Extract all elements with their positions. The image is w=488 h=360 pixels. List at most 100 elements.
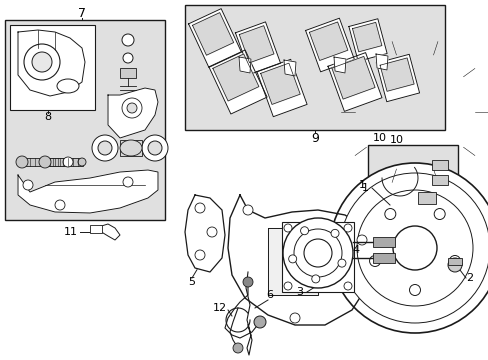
Polygon shape [331, 57, 374, 99]
Bar [5, 20, 164, 220]
Polygon shape [18, 170, 158, 213]
Polygon shape [212, 54, 258, 101]
Circle shape [356, 190, 472, 306]
Circle shape [408, 284, 420, 296]
Circle shape [343, 224, 351, 232]
Circle shape [32, 52, 52, 72]
Circle shape [98, 141, 112, 155]
Polygon shape [184, 195, 224, 272]
Circle shape [369, 256, 380, 266]
Circle shape [283, 218, 352, 288]
Polygon shape [256, 59, 306, 117]
Text: 10: 10 [372, 133, 386, 143]
Text: 2: 2 [466, 273, 472, 283]
Circle shape [253, 316, 265, 328]
Bar [184, 5, 444, 130]
Circle shape [122, 98, 142, 118]
Bar [431, 175, 447, 185]
Text: 4: 4 [351, 245, 358, 255]
Circle shape [195, 250, 204, 260]
Bar [447, 258, 461, 265]
Text: 1: 1 [361, 183, 368, 193]
Ellipse shape [57, 79, 79, 93]
Circle shape [284, 224, 291, 232]
Circle shape [329, 163, 488, 333]
Circle shape [243, 277, 252, 287]
Circle shape [63, 157, 73, 167]
Circle shape [122, 34, 134, 46]
Polygon shape [239, 57, 250, 73]
Circle shape [339, 173, 488, 323]
Circle shape [433, 208, 444, 220]
Polygon shape [208, 50, 266, 114]
Text: 5: 5 [188, 277, 195, 287]
Circle shape [16, 156, 28, 168]
Circle shape [284, 282, 291, 290]
Bar [367, 145, 457, 220]
Circle shape [392, 226, 436, 270]
Circle shape [55, 200, 65, 210]
Bar [282, 222, 353, 292]
Bar [10, 25, 95, 110]
Text: 7: 7 [78, 6, 86, 19]
Circle shape [384, 208, 395, 220]
Bar [22, 158, 64, 166]
Bar [417, 192, 435, 204]
Circle shape [330, 229, 338, 237]
Circle shape [337, 259, 345, 267]
Circle shape [243, 205, 252, 215]
Polygon shape [192, 13, 233, 55]
Text: 1: 1 [358, 180, 365, 190]
Polygon shape [327, 53, 381, 111]
Circle shape [448, 256, 460, 266]
Circle shape [23, 180, 33, 190]
Polygon shape [305, 18, 354, 72]
Polygon shape [333, 57, 346, 73]
Bar [120, 68, 136, 78]
Bar [120, 140, 142, 156]
Circle shape [206, 227, 217, 237]
Circle shape [300, 227, 308, 235]
Polygon shape [239, 26, 273, 63]
Text: 9: 9 [310, 131, 318, 144]
Bar [372, 253, 394, 263]
Circle shape [148, 141, 162, 155]
Polygon shape [235, 22, 280, 74]
Text: 10: 10 [389, 135, 403, 145]
Circle shape [123, 177, 133, 187]
Text: 6: 6 [266, 290, 273, 300]
Text: 3: 3 [296, 287, 303, 297]
Polygon shape [18, 30, 85, 96]
Circle shape [123, 53, 133, 63]
Polygon shape [376, 54, 419, 102]
Circle shape [39, 156, 51, 168]
Circle shape [304, 239, 331, 267]
Polygon shape [309, 22, 347, 60]
Polygon shape [95, 224, 120, 240]
Circle shape [24, 44, 60, 80]
Circle shape [142, 135, 168, 161]
Text: 12: 12 [212, 303, 226, 313]
Bar [372, 237, 394, 247]
Text: 8: 8 [44, 112, 51, 122]
Circle shape [356, 235, 366, 245]
Bar [431, 160, 447, 170]
Polygon shape [379, 58, 413, 91]
Circle shape [78, 158, 86, 166]
Polygon shape [375, 54, 387, 70]
Bar [90, 225, 102, 233]
Circle shape [288, 255, 296, 263]
Polygon shape [260, 63, 300, 104]
Circle shape [289, 313, 299, 323]
Circle shape [447, 258, 461, 272]
Polygon shape [284, 60, 295, 76]
Circle shape [92, 135, 118, 161]
Polygon shape [267, 228, 317, 295]
Circle shape [343, 282, 351, 290]
Circle shape [311, 275, 319, 283]
Polygon shape [108, 88, 158, 138]
Circle shape [232, 343, 243, 353]
Polygon shape [227, 195, 374, 325]
Circle shape [293, 229, 341, 277]
Ellipse shape [120, 140, 142, 156]
